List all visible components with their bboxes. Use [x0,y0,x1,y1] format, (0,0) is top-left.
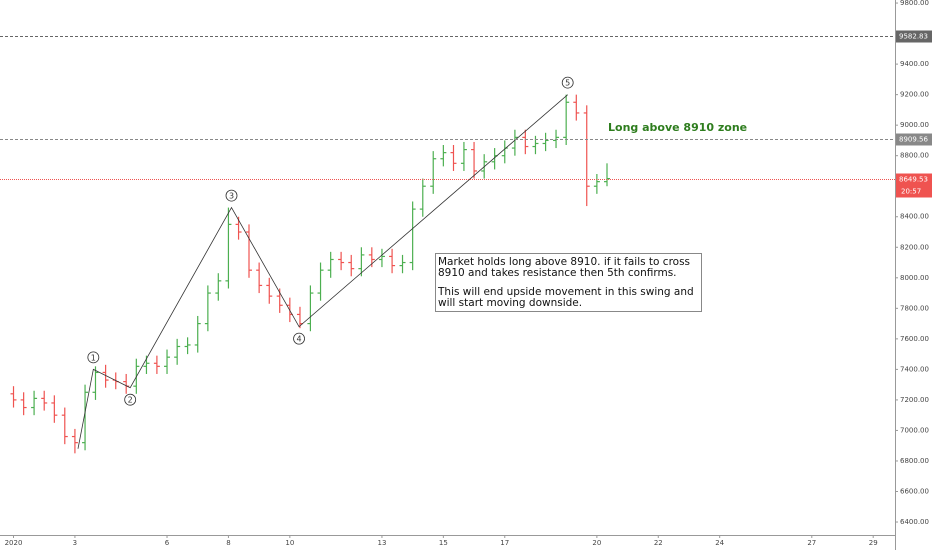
y-tick-label: 7400.00 [900,365,929,373]
countdown-box [896,185,932,198]
wave-label-circle [561,76,574,89]
wave-label: 3 [229,192,234,201]
y-tick-label: 9200.00 [900,91,929,99]
x-tick-label: 8 [226,539,230,547]
x-tick-label: 15 [439,539,448,547]
x-tick-label: 22 [654,539,663,547]
note-text: will start moving downside. [438,297,582,309]
wave-label: 2 [128,396,133,405]
note-box [435,253,702,312]
y-tick-label: 7000.00 [900,426,929,434]
annotation: Long above 8910 zone [608,121,747,134]
level-label-box [896,133,932,146]
level-label: 8909.56 [899,136,928,144]
note-text: Market holds long above 8910. if it fail… [438,256,690,268]
y-tick-label: 7800.00 [900,304,929,312]
level-label: 9582.83 [899,33,928,41]
y-tick-label: 8200.00 [900,243,929,251]
level-label-box [896,173,932,186]
y-tick-label: 7600.00 [900,335,929,343]
level-label: 8649.53 [899,176,928,184]
x-tick-label: 13 [377,539,386,547]
x-tick-label: 10 [285,539,294,547]
y-tick-label: 8400.00 [900,213,929,221]
x-tick-label: 3 [73,539,77,547]
wave-label-circle [225,189,238,202]
x-tick-label: 17 [500,539,509,547]
note-text: This will end upside movement in this sw… [437,286,694,298]
x-tick-label: 20 [592,539,601,547]
x-tick-label: 2020 [5,539,23,547]
y-tick-label: 7200.00 [900,396,929,404]
x-tick-label: 6 [165,539,170,547]
wave-label: 4 [297,335,302,344]
countdown: 20:57 [901,188,921,196]
wave-line [77,94,568,449]
y-tick-label: 6400.00 [900,518,929,526]
level-label-box [896,30,932,43]
x-tick-label: 24 [715,539,724,547]
note-text: 8910 and takes resistance then 5th confi… [438,267,677,279]
wave-label-circle [124,393,137,406]
y-tick-label: 9400.00 [900,60,929,68]
y-tick-label: 6800.00 [900,457,929,465]
wave-label-circle [293,332,305,345]
y-tick-label: 9800.00 [900,0,929,7]
y-tick-label: 6600.00 [900,487,929,495]
wave-label: 1 [91,353,96,362]
y-tick-label: 9000.00 [900,121,929,129]
y-tick-label: 8000.00 [900,274,929,282]
wave-label-circle [87,351,100,364]
wave-label: 5 [565,79,570,88]
x-tick-label: 29 [869,539,878,547]
y-tick-label: 8800.00 [900,152,929,160]
x-tick-label: 27 [807,539,816,547]
